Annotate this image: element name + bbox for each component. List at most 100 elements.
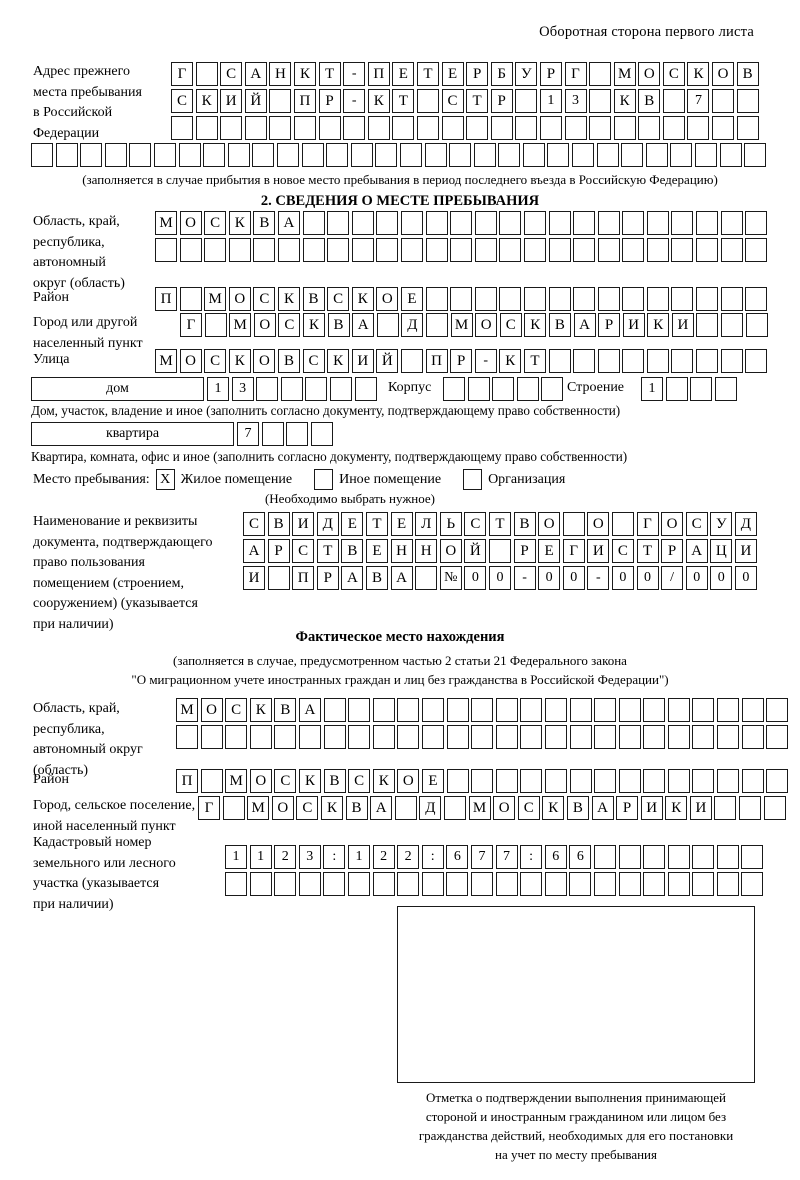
char-cell[interactable] xyxy=(523,238,546,262)
char-cell[interactable] xyxy=(667,725,690,749)
char-cell[interactable]: Т xyxy=(416,62,439,86)
char-cell[interactable]: 3 xyxy=(298,845,321,869)
char-cell[interactable] xyxy=(225,872,247,896)
char-cell[interactable]: Т xyxy=(488,512,511,536)
char-cell[interactable] xyxy=(741,845,764,869)
char-cell[interactable]: С xyxy=(220,62,243,86)
char-cell[interactable]: Д xyxy=(316,512,339,536)
char-cell[interactable] xyxy=(618,725,641,749)
char-cell[interactable]: Р xyxy=(539,62,562,86)
char-cell[interactable]: Г xyxy=(562,539,585,563)
char-cell[interactable] xyxy=(745,238,768,262)
char-cell[interactable] xyxy=(766,769,789,793)
char-cell[interactable] xyxy=(646,238,669,262)
char-cell[interactable] xyxy=(573,287,596,311)
char-cell[interactable] xyxy=(470,872,493,896)
char-cell[interactable] xyxy=(714,377,737,401)
char-cell[interactable] xyxy=(523,211,546,235)
section2-region-row-2[interactable] xyxy=(155,238,768,262)
char-cell[interactable] xyxy=(397,872,420,896)
char-cell[interactable] xyxy=(618,845,641,869)
actual-region-row-2[interactable] xyxy=(176,725,789,749)
char-cell[interactable] xyxy=(280,377,303,401)
char-cell[interactable] xyxy=(129,143,152,167)
char-cell[interactable] xyxy=(253,238,276,262)
char-cell[interactable] xyxy=(741,769,764,793)
char-cell[interactable] xyxy=(744,143,767,167)
char-cell[interactable] xyxy=(569,872,592,896)
char-cell[interactable]: Т xyxy=(365,512,388,536)
char-cell[interactable] xyxy=(594,769,617,793)
char-cell[interactable] xyxy=(466,116,489,140)
char-cell[interactable]: М xyxy=(155,349,177,373)
char-cell[interactable] xyxy=(593,845,616,869)
char-cell[interactable] xyxy=(572,143,595,167)
char-cell[interactable]: С xyxy=(292,539,315,563)
char-cell[interactable]: И xyxy=(243,566,265,590)
char-cell[interactable]: Б xyxy=(490,62,513,86)
char-cell[interactable]: Й xyxy=(244,89,267,113)
char-cell[interactable] xyxy=(548,287,571,311)
char-cell[interactable] xyxy=(548,211,571,235)
char-cell[interactable] xyxy=(745,211,768,235)
char-cell[interactable]: Г xyxy=(180,313,202,337)
char-cell[interactable] xyxy=(179,238,202,262)
char-cell[interactable] xyxy=(293,116,316,140)
char-cell[interactable] xyxy=(203,143,226,167)
checkbox-inoe[interactable] xyxy=(314,469,334,490)
char-cell[interactable] xyxy=(298,725,321,749)
char-cell[interactable] xyxy=(400,211,423,235)
char-cell[interactable]: : xyxy=(421,845,444,869)
char-cell[interactable]: О xyxy=(638,62,661,86)
char-cell[interactable]: К xyxy=(499,349,522,373)
char-cell[interactable] xyxy=(446,769,469,793)
char-cell[interactable] xyxy=(488,539,511,563)
char-cell[interactable] xyxy=(256,377,279,401)
char-cell[interactable] xyxy=(222,796,245,820)
char-cell[interactable] xyxy=(305,377,328,401)
char-cell[interactable]: И xyxy=(734,539,757,563)
char-cell[interactable] xyxy=(228,238,251,262)
char-cell[interactable] xyxy=(425,313,448,337)
char-cell[interactable] xyxy=(474,287,497,311)
char-cell[interactable]: Д xyxy=(734,512,757,536)
char-cell[interactable]: 7 xyxy=(495,845,518,869)
char-cell[interactable] xyxy=(424,143,447,167)
char-cell[interactable] xyxy=(416,89,439,113)
char-cell[interactable] xyxy=(643,845,666,869)
char-cell[interactable]: 7 xyxy=(687,89,710,113)
char-cell[interactable]: К xyxy=(524,313,547,337)
char-cell[interactable]: О xyxy=(200,698,223,722)
char-cell[interactable] xyxy=(195,116,218,140)
char-cell[interactable] xyxy=(400,349,423,373)
char-cell[interactable]: А xyxy=(591,796,614,820)
char-cell[interactable] xyxy=(611,512,634,536)
char-cell[interactable] xyxy=(425,211,448,235)
char-cell[interactable] xyxy=(745,313,768,337)
char-cell[interactable]: - xyxy=(587,566,610,590)
char-cell[interactable] xyxy=(301,143,324,167)
char-cell[interactable]: 3 xyxy=(231,377,254,401)
char-cell[interactable]: К xyxy=(298,769,321,793)
char-cell[interactable] xyxy=(267,566,290,590)
char-cell[interactable] xyxy=(520,872,543,896)
char-cell[interactable]: Г xyxy=(636,512,659,536)
char-cell[interactable] xyxy=(323,725,346,749)
char-cell[interactable] xyxy=(397,725,420,749)
checkbox-organizaciya[interactable] xyxy=(463,469,483,490)
char-cell[interactable]: А xyxy=(298,698,321,722)
char-cell[interactable]: С xyxy=(441,89,464,113)
char-cell[interactable] xyxy=(195,62,218,86)
char-cell[interactable]: В xyxy=(327,313,350,337)
char-cell[interactable]: 6 xyxy=(446,845,469,869)
char-cell[interactable] xyxy=(495,725,518,749)
char-cell[interactable] xyxy=(643,725,666,749)
char-cell[interactable] xyxy=(471,698,494,722)
char-cell[interactable]: И xyxy=(587,539,610,563)
char-cell[interactable] xyxy=(171,116,193,140)
char-cell[interactable]: С xyxy=(171,89,193,113)
char-cell[interactable]: С xyxy=(204,349,227,373)
char-cell[interactable]: У xyxy=(710,512,733,536)
char-cell[interactable]: В xyxy=(274,698,297,722)
char-cell[interactable]: П xyxy=(293,89,316,113)
